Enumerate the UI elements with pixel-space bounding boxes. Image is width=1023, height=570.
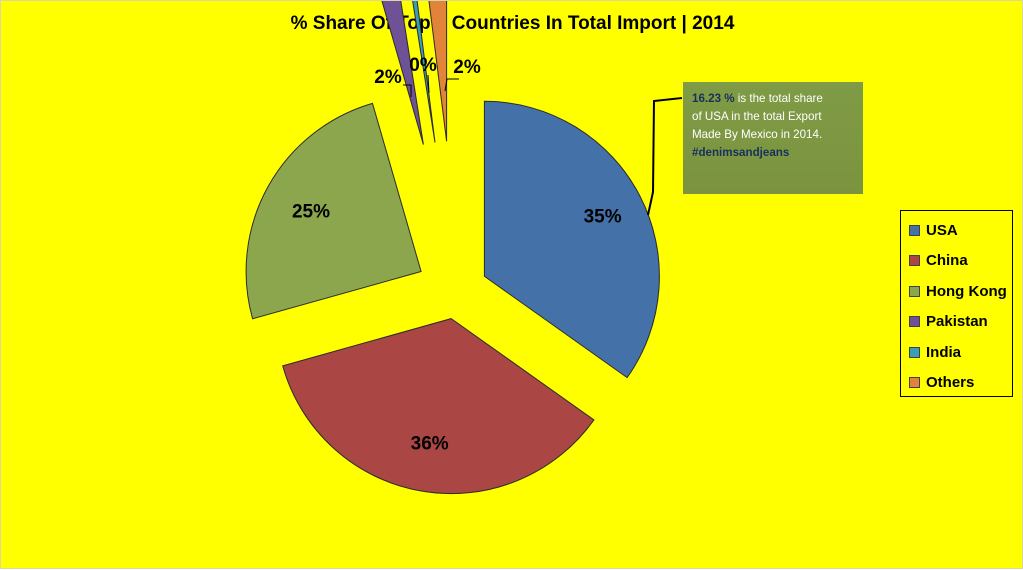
legend-label: Hong Kong <box>926 282 1007 300</box>
legend: USA China Hong Kong Pakistan India Other… <box>900 210 1013 397</box>
pie-slice-hong-kong <box>245 102 422 320</box>
callout-hashtag: #denimsandjeans <box>692 145 790 159</box>
callout-text-line1: is the total share <box>734 92 823 105</box>
data-label-usa: 35% <box>584 206 622 227</box>
data-label-others: 2% <box>453 57 481 78</box>
pie-slice-india <box>412 1 436 143</box>
legend-item-usa: USA <box>909 215 1012 246</box>
legend-swatch <box>909 377 920 389</box>
pie-slice-china <box>282 318 595 495</box>
pie-slice-usa <box>483 100 660 379</box>
data-label-china: 36% <box>411 434 449 455</box>
leader-line <box>444 78 459 92</box>
pie-slice-pakistan <box>381 1 424 145</box>
legend-item-others: Others <box>909 368 1012 399</box>
legend-swatch <box>909 285 920 297</box>
legend-label: India <box>926 343 962 361</box>
callout-box: 16.23 % is the total share of USA in the… <box>683 82 863 194</box>
legend-label: Pakistan <box>926 313 988 331</box>
legend-swatch <box>909 316 920 328</box>
legend-item-china: China <box>909 246 1012 277</box>
legend-swatch <box>909 255 920 267</box>
legend-item-india: India <box>909 337 1012 368</box>
callout-text-line3: Made By Mexico in 2014. <box>692 127 823 141</box>
leader-line <box>427 74 430 94</box>
callout-highlight: 16.23 % <box>692 92 735 105</box>
legend-label: China <box>926 252 968 270</box>
legend-swatch <box>909 346 920 358</box>
data-label-india: 0% <box>409 55 437 76</box>
pie-slice-others <box>428 1 448 142</box>
legend-swatch <box>909 224 920 236</box>
legend-label: USA <box>926 221 958 239</box>
legend-label: Others <box>926 374 975 392</box>
callout-connector <box>647 97 683 216</box>
data-label-hong-kong: 25% <box>292 201 330 222</box>
leader-line <box>403 84 412 97</box>
legend-item-hong-kong: Hong Kong <box>909 276 1012 307</box>
legend-item-pakistan: Pakistan <box>909 307 1012 338</box>
callout-text-line2: of USA in the total Export <box>692 109 822 123</box>
data-label-pakistan: 2% <box>374 67 402 88</box>
